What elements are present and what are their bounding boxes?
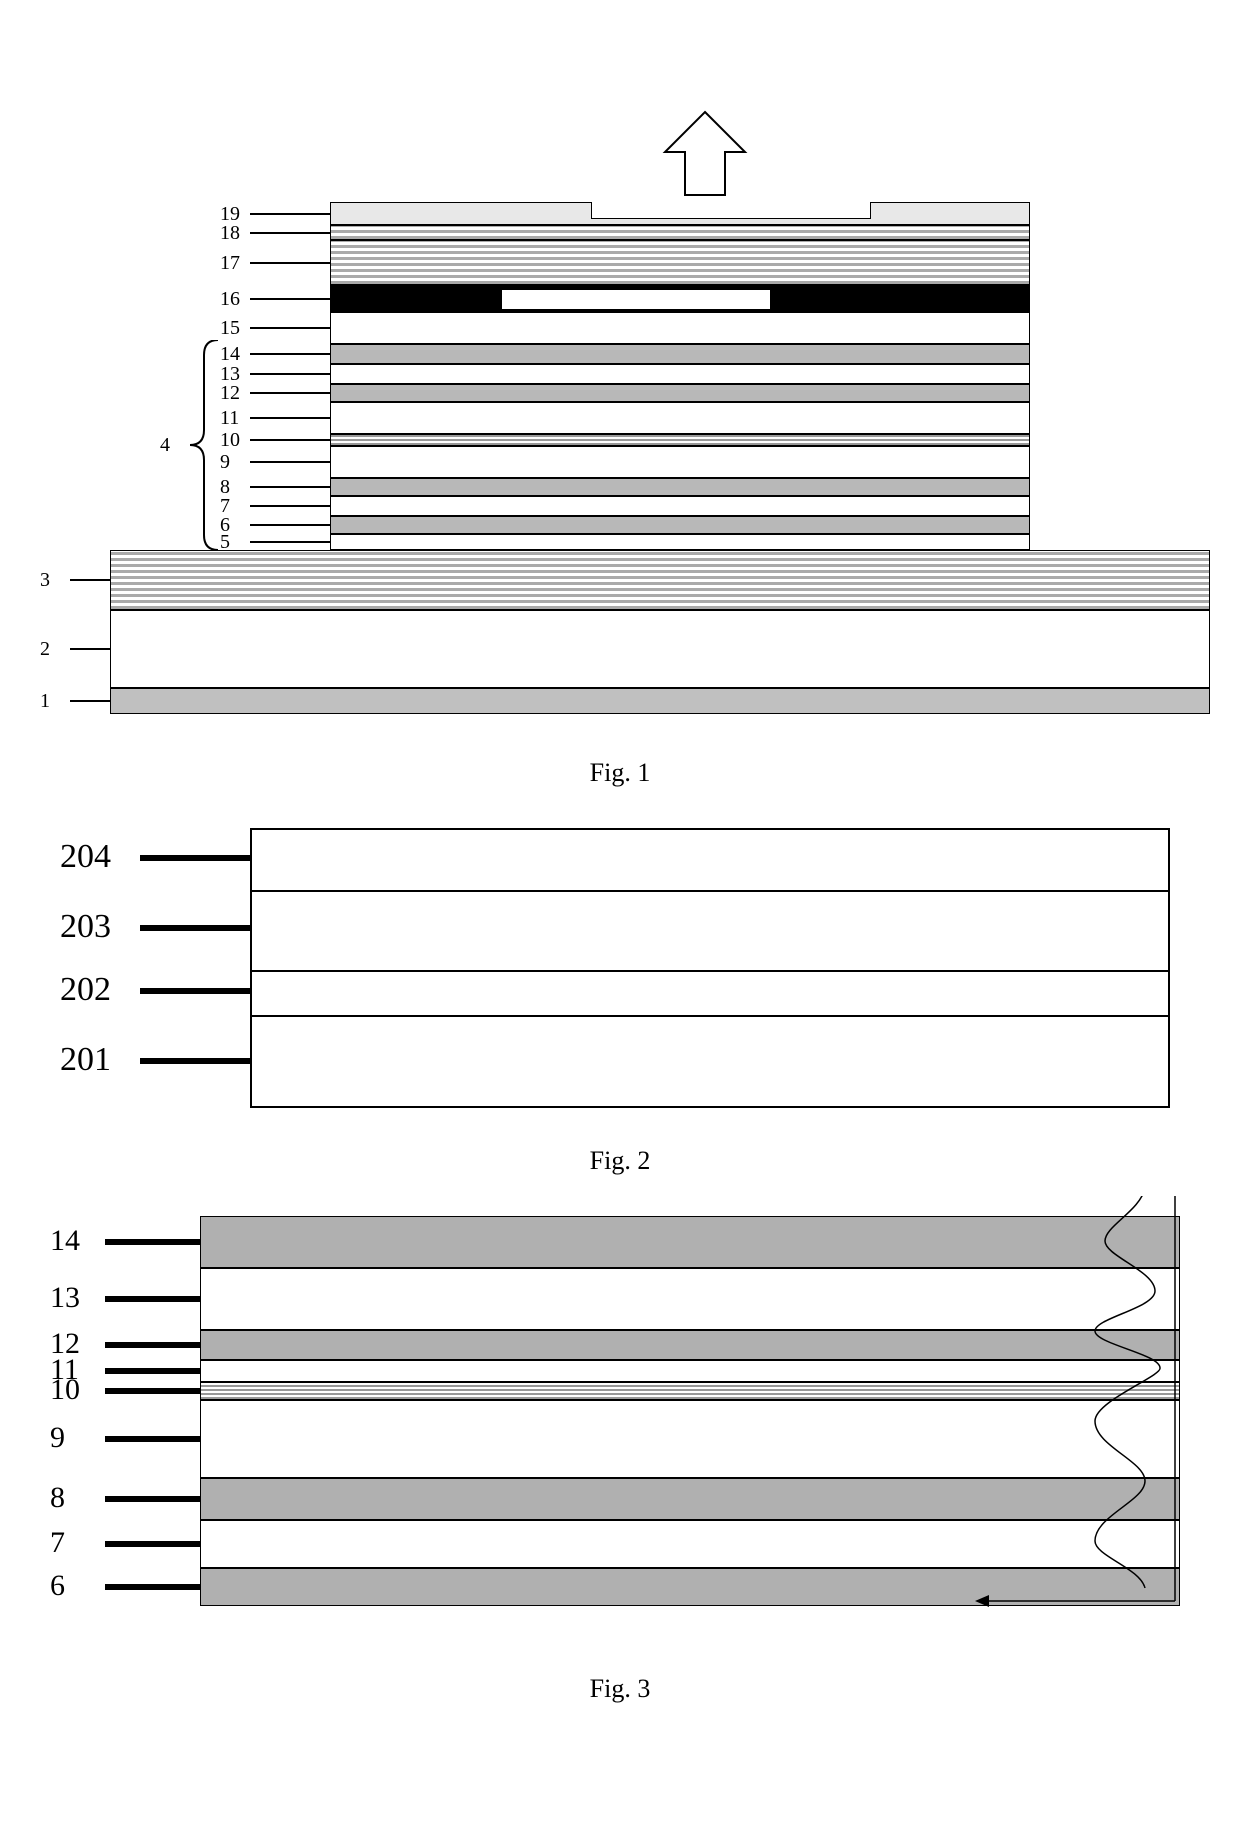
label-14: 14 [220,343,240,366]
leader-6 [105,1584,200,1590]
label-6: 6 [50,1569,65,1603]
layer-15 [330,312,1030,344]
label-13: 13 [50,1281,80,1315]
layer-13 [330,364,1030,384]
label-202: 202 [60,971,111,1009]
figure-3: 14131211109876 [30,1216,1210,1656]
leader-9 [250,461,330,463]
leader-202 [140,988,250,994]
layer-8 [330,478,1030,496]
label-16: 16 [220,288,240,311]
leader-14 [105,1239,200,1245]
figure-2: 204 203 202 201 [30,828,1210,1128]
label-9: 9 [220,451,230,474]
label-15: 15 [220,317,240,340]
layer-2 [110,610,1210,688]
leader-13 [105,1296,200,1302]
label-14: 14 [50,1224,80,1258]
leader-204 [140,855,250,861]
leader-11 [105,1368,200,1374]
leader-8 [250,486,330,488]
leader-13 [250,373,330,375]
leader-203 [140,925,250,931]
layer-3 [110,550,1210,610]
label-10: 10 [50,1373,80,1407]
leader-11 [250,417,330,419]
label-3: 3 [40,569,50,592]
label-201: 201 [60,1041,111,1079]
label-1: 1 [40,690,50,713]
leader-19 [250,213,330,215]
layer-7 [330,496,1030,516]
layer-12 [330,384,1030,402]
leader-17 [250,262,330,264]
label-10: 10 [220,429,240,452]
label-4: 4 [160,434,170,457]
layer-203 [252,890,1168,970]
layer-5 [330,534,1030,550]
leader-7 [105,1541,200,1547]
layer-6 [330,516,1030,534]
figure-1-caption: Fig. 1 [20,758,1220,788]
leader-12 [105,1342,200,1348]
layer-11 [330,402,1030,434]
figure-2-caption: Fig. 2 [20,1146,1220,1176]
leader-2 [70,648,110,650]
layer-202 [252,970,1168,1015]
leader-201 [140,1058,250,1064]
layer-14 [330,344,1030,364]
layer-9 [330,446,1030,478]
leader-5 [250,541,330,543]
leader-14 [250,353,330,355]
fig3-stack [200,1216,1180,1606]
label-8: 8 [50,1481,65,1515]
layer-17 [330,240,1030,285]
layer-16 [330,285,1030,312]
layer-19 [330,202,1030,225]
label-2: 2 [40,638,50,661]
leader-15 [250,327,330,329]
figure-1: 12356789101112131415161718194 [30,40,1210,740]
electrode-window [591,202,871,219]
leader-7 [250,505,330,507]
leader-3 [70,579,110,581]
layer-1 [110,688,1210,714]
label-8: 8 [220,476,230,499]
leader-10 [105,1388,200,1394]
label-204: 204 [60,838,111,876]
label-13: 13 [220,363,240,386]
layer-204 [252,830,1168,890]
leader-9 [105,1436,200,1442]
leader-18 [250,232,330,234]
label-19: 19 [220,203,240,226]
oxide-aperture [501,289,771,310]
figure-3-caption: Fig. 3 [20,1674,1220,1704]
leader-16 [250,298,330,300]
leader-8 [105,1496,200,1502]
leader-6 [250,524,330,526]
layer-18 [330,225,1030,240]
leader-1 [70,700,110,702]
label-17: 17 [220,252,240,275]
label-7: 7 [50,1526,65,1560]
fig2-stack [250,828,1170,1108]
leader-12 [250,392,330,394]
layer-201 [252,1015,1168,1110]
leader-10 [250,439,330,441]
label-9: 9 [50,1421,65,1455]
label-203: 203 [60,908,111,946]
layer-10 [330,434,1030,446]
label-11: 11 [220,407,239,430]
